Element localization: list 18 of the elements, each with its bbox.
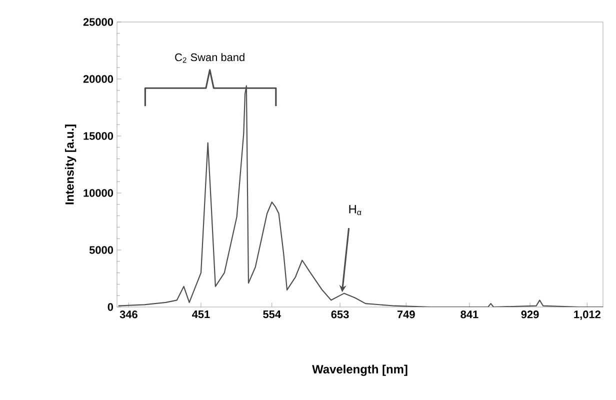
annotation: C$_{2}$ Swan band <box>175 53 244 63</box>
y-tick-label: 10000 <box>84 189 114 197</box>
x-tick-label: 554 <box>263 310 281 318</box>
x-tick-label: 346 <box>120 310 138 318</box>
y-axis-title: Intensity [a.u.] <box>65 124 76 204</box>
x-tick-label: 451 <box>192 310 210 318</box>
x-tick-label: 749 <box>397 310 415 318</box>
y-tick-label: 15000 <box>84 132 114 140</box>
x-tick-label: 841 <box>460 310 478 318</box>
y-tick-label: 5000 <box>89 246 114 254</box>
y-tick-label: 20000 <box>83 75 114 83</box>
x-tick-label: 1,012 <box>574 310 600 320</box>
x-tick-label: 653 <box>331 310 349 318</box>
x-axis-title: Wavelength [nm] <box>312 364 408 376</box>
x-tick-label: 929 <box>521 310 539 318</box>
y-tick-label: 25000 <box>83 18 114 26</box>
y-tick-label: 0 <box>108 303 114 311</box>
annotation: H$_{α}$ <box>349 205 362 216</box>
